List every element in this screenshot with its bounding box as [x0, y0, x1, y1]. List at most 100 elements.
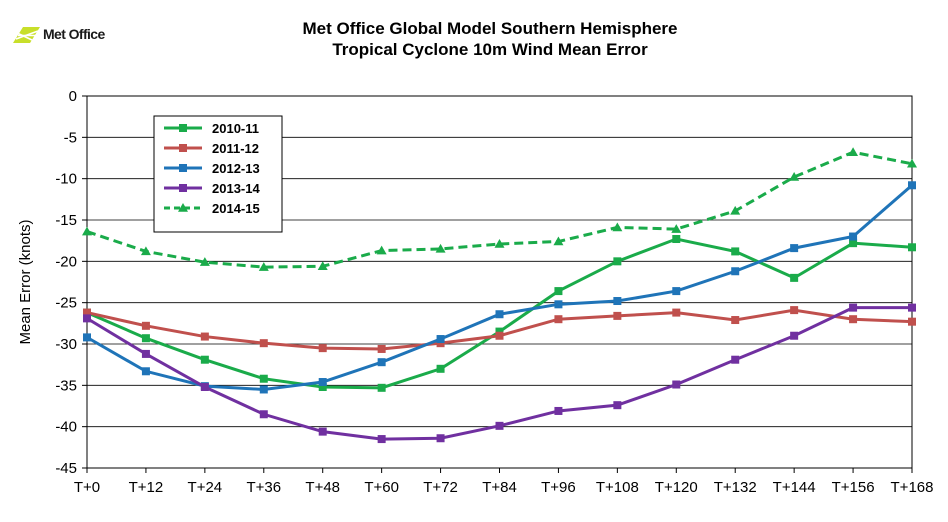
legend: 2010-11 2011-12 2012-13 2013-14 2014-15: [153, 115, 283, 233]
data-point: [435, 243, 446, 253]
data-point: [613, 401, 622, 410]
data-point: [554, 315, 563, 324]
x-tick-label: T+24: [188, 479, 223, 496]
data-point: [82, 226, 92, 236]
data-point: [553, 236, 564, 246]
data-point: [259, 410, 268, 419]
data-point: [179, 124, 187, 132]
data-point: [730, 205, 741, 215]
x-tick-label: T+96: [541, 479, 576, 496]
data-point: [318, 378, 327, 387]
data-point: [613, 297, 622, 306]
x-tick-label: T+108: [596, 479, 639, 496]
y-tick-label: -35: [55, 377, 77, 394]
data-point: [200, 332, 209, 341]
data-point: [318, 382, 327, 391]
data-point: [141, 321, 150, 330]
met-office-logo-icon: [13, 27, 40, 43]
data-point: [790, 306, 799, 315]
data-point: [259, 374, 268, 383]
data-point: [141, 334, 150, 343]
y-tick-label: 0: [69, 88, 77, 105]
data-point: [200, 355, 209, 364]
data-point: [731, 355, 740, 364]
data-point: [179, 184, 187, 192]
x-tick-label: T+60: [364, 479, 399, 496]
x-tick-label: T+48: [305, 479, 340, 496]
data-point: [613, 257, 622, 266]
data-point: [179, 164, 187, 172]
data-point: [731, 267, 740, 276]
legend-entry: 2013-14: [164, 181, 260, 196]
x-axis-ticks: T+0 T+12 T+24 T+36 T+48 T+60 T+72 T+84 T+96 T+108…: [74, 468, 934, 496]
data-point: [436, 335, 445, 344]
met-office-logo-text: Met Office: [43, 26, 105, 42]
data-point: [83, 308, 91, 317]
chart-title-block: Met Office Global Model Southern Hemisph…: [150, 18, 830, 60]
series-2013-14: [83, 303, 916, 444]
y-axis-label: Mean Error (knots): [17, 219, 34, 344]
data-point: [613, 311, 622, 320]
legend-label: 2010-11: [212, 121, 259, 136]
data-point: [790, 244, 799, 253]
data-point: [672, 308, 681, 317]
data-point: [554, 406, 563, 415]
x-tick-label: T+156: [832, 479, 875, 496]
data-point: [494, 238, 505, 248]
data-point: [848, 147, 859, 156]
x-tick-label: T+168: [891, 479, 934, 496]
data-point: [200, 382, 209, 391]
data-point: [377, 383, 386, 392]
y-tick-label: -30: [55, 336, 77, 353]
data-point: [554, 300, 563, 309]
data-point: [258, 262, 269, 271]
data-point: [672, 287, 681, 296]
data-point: [908, 243, 916, 252]
legend-entry: 2011-12: [164, 141, 259, 156]
legend-entry: 2010-11: [164, 121, 259, 136]
chart-title: Met Office Global Model Southern Hemisph…: [302, 19, 678, 38]
x-tick-label: T+36: [246, 479, 281, 496]
x-tick-label: T+120: [655, 479, 698, 496]
series-line: [86, 150, 913, 269]
plot-area: [86, 95, 913, 469]
data-point: [731, 316, 740, 325]
data-point: [495, 310, 504, 319]
data-point: [495, 331, 504, 340]
data-point: [436, 434, 445, 443]
y-tick-label: -25: [55, 295, 77, 312]
y-tick-label: -45: [55, 460, 77, 477]
y-tick-label: -15: [55, 212, 77, 229]
legend-label: 2012-13: [212, 161, 260, 176]
series-layer: [82, 147, 917, 444]
data-point: [436, 339, 445, 348]
data-point: [179, 144, 187, 152]
legend-label: 2013-14: [212, 181, 260, 196]
data-point: [377, 358, 386, 367]
x-tick-label: T+12: [129, 479, 164, 496]
data-point: [140, 246, 151, 256]
y-tick-label: -40: [55, 419, 77, 436]
data-point: [259, 339, 268, 348]
data-point: [141, 349, 150, 358]
y-tick-label: -10: [55, 171, 77, 188]
data-point: [83, 314, 91, 323]
data-point: [908, 303, 916, 312]
data-point: [849, 303, 858, 312]
data-point: [849, 315, 858, 324]
x-tick-label: T+72: [423, 479, 458, 496]
data-point: [672, 235, 681, 244]
data-point: [495, 327, 504, 336]
x-tick-label: T+144: [773, 479, 816, 496]
data-point: [199, 257, 210, 266]
data-point: [318, 344, 327, 353]
data-point: [907, 158, 917, 168]
y-tick-label: -5: [64, 129, 77, 146]
data-point: [83, 333, 91, 342]
y-tick-label: -20: [55, 253, 77, 270]
legend-entry: 2014-15: [164, 201, 260, 216]
series-2014-15: [82, 147, 917, 271]
data-point: [259, 385, 268, 394]
data-point: [317, 261, 328, 271]
